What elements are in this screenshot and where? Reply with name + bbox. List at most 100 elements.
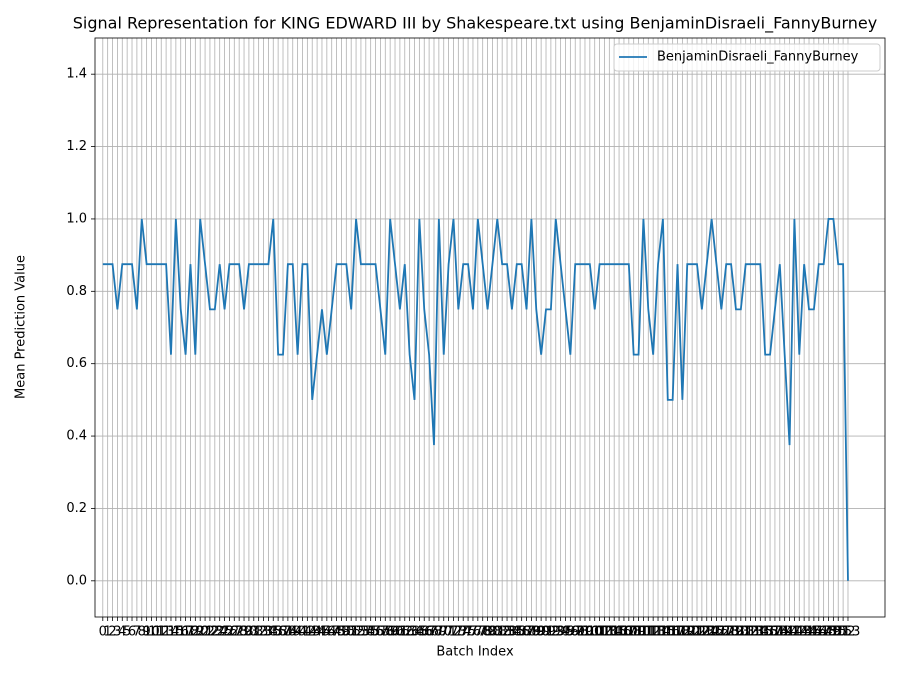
x-tick-label: 65 [411, 625, 428, 640]
x-tick-label: 153 [836, 625, 861, 640]
x-tick-label: 128 [714, 625, 739, 640]
x-tick-label: 55 [362, 625, 379, 640]
x-tick-label: 126 [704, 625, 729, 640]
x-tick-label: 52 [348, 625, 365, 640]
x-tick-label: 22 [202, 625, 219, 640]
x-tick-label: 15 [168, 625, 185, 640]
legend-box [613, 43, 881, 72]
x-tick-label: 2 [108, 625, 116, 640]
x-tick-label: 24 [211, 625, 228, 640]
x-tick-label: 62 [396, 625, 413, 640]
x-tick-label: 16 [172, 625, 189, 640]
x-tick-label: 17 [177, 625, 194, 640]
x-tick-label: 151 [826, 625, 851, 640]
x-tick-label: 59 [382, 625, 399, 640]
x-tick-label: 92 [543, 625, 560, 640]
x-tick-label: 43 [304, 625, 321, 640]
x-tick-label: 18 [182, 625, 199, 640]
x-tick-label: 133 [738, 625, 763, 640]
x-tick-label: 106 [607, 625, 632, 640]
x-tick-label: 102 [587, 625, 612, 640]
x-tick-label: 76 [465, 625, 482, 640]
x-tick-label: 145 [797, 625, 822, 640]
x-tick-label: 32 [250, 625, 267, 640]
x-tick-label: 116 [655, 625, 680, 640]
y-tick-label: 0.2 [66, 501, 87, 516]
x-tick-label: 1 [104, 625, 112, 640]
x-tick-label: 69 [431, 625, 448, 640]
y-tick-label: 0.0 [66, 573, 87, 588]
x-tick-label: 3 [113, 625, 121, 640]
x-tick-label: 54 [358, 625, 375, 640]
x-tick-label: 8 [138, 625, 146, 640]
x-tick-label: 64 [406, 625, 423, 640]
x-tick-label: 114 [646, 625, 671, 640]
x-tick-label: 121 [680, 625, 705, 640]
y-tick-label: 0.4 [66, 429, 87, 444]
x-tick-label: 129 [719, 625, 744, 640]
x-tick-label: 26 [221, 625, 238, 640]
x-tick-label: 87 [518, 625, 535, 640]
x-tick-label: 97 [567, 625, 584, 640]
x-tick-label: 35 [265, 625, 282, 640]
x-tick-label: 44 [309, 625, 326, 640]
x-tick-label: 147 [806, 625, 831, 640]
x-tick-label: 9 [142, 625, 150, 640]
x-tick-label: 25 [216, 625, 233, 640]
x-tick-label: 57 [372, 625, 389, 640]
x-tick-label: 56 [367, 625, 384, 640]
y-tick-label: 0.8 [66, 284, 87, 299]
x-tick-label: 148 [811, 625, 836, 640]
x-tick-label: 46 [319, 625, 336, 640]
x-tick-label: 5 [123, 625, 131, 640]
x-tick-label: 135 [748, 625, 773, 640]
x-tick-label: 77 [470, 625, 487, 640]
x-tick-label: 42 [299, 625, 316, 640]
x-tick-label: 109 [621, 625, 646, 640]
x-tick-label: 89 [528, 625, 545, 640]
x-tick-label: 149 [816, 625, 841, 640]
x-tick-label: 61 [392, 625, 409, 640]
x-tick-label: 119 [670, 625, 695, 640]
y-axis-label: Mean Prediction Value [14, 255, 29, 399]
x-tick-label: 91 [538, 625, 555, 640]
x-tick-label: 140 [772, 625, 797, 640]
x-tick-label: 146 [801, 625, 826, 640]
x-tick-label: 37 [275, 625, 292, 640]
x-tick-label: 34 [260, 625, 277, 640]
x-tick-label: 103 [592, 625, 617, 640]
x-tick-label: 7 [133, 625, 141, 640]
x-tick-label: 144 [792, 625, 817, 640]
x-tick-label: 48 [328, 625, 345, 640]
x-tick-label: 134 [743, 625, 768, 640]
x-tick-label: 11 [148, 625, 165, 640]
x-axis-label: Batch Index [436, 645, 514, 660]
x-tick-label: 88 [523, 625, 540, 640]
x-tick-label: 107 [612, 625, 637, 640]
x-tick-label: 13 [158, 625, 175, 640]
x-tick-label: 137 [758, 625, 783, 640]
x-tick-label: 70 [435, 625, 452, 640]
x-tick-label: 112 [636, 625, 661, 640]
chart-title: Signal Representation for KING EDWARD II… [73, 14, 877, 34]
x-tick-label: 41 [294, 625, 311, 640]
x-tick-label: 51 [343, 625, 360, 640]
x-tick-label: 141 [777, 625, 802, 640]
y-tick-label: 1.2 [66, 139, 87, 154]
x-tick-label: 139 [767, 625, 792, 640]
x-tick-label: 90 [533, 625, 550, 640]
x-tick-label: 93 [547, 625, 564, 640]
x-tick-label: 142 [782, 625, 807, 640]
x-tick-label: 30 [241, 625, 258, 640]
x-tick-label: 71 [440, 625, 457, 640]
x-tick-label: 99 [577, 625, 594, 640]
x-tick-label: 127 [709, 625, 734, 640]
x-tick-label: 14 [163, 625, 180, 640]
x-tick-label: 23 [207, 625, 224, 640]
x-tick-label: 82 [494, 625, 511, 640]
x-tick-label: 67 [421, 625, 438, 640]
x-tick-label: 79 [479, 625, 496, 640]
x-tick-label: 125 [699, 625, 724, 640]
x-tick-label: 100 [577, 625, 602, 640]
